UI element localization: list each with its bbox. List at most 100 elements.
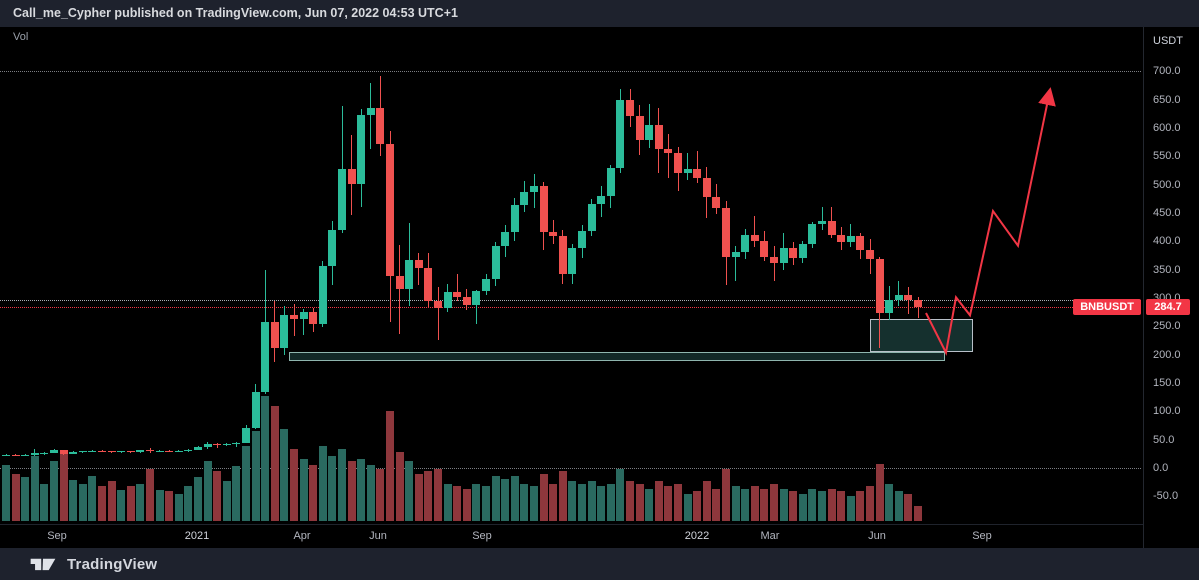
candle <box>107 450 116 452</box>
candle-wick <box>475 290 477 325</box>
candle <box>597 195 606 204</box>
candle <box>184 449 193 451</box>
volume-bar <box>11 473 20 521</box>
candle <box>789 248 798 258</box>
candle <box>645 125 654 141</box>
volume-bar <box>482 486 490 521</box>
time-tick-label: 2021 <box>184 530 210 542</box>
candle <box>414 259 423 269</box>
candle <box>203 444 212 447</box>
candle <box>78 451 87 453</box>
candle <box>798 244 807 258</box>
volume-bar <box>664 486 673 521</box>
volume-bar <box>270 406 279 521</box>
volume-bar <box>779 488 788 521</box>
candle <box>347 169 356 185</box>
volume-bar <box>98 486 106 521</box>
price-tick-label: 400.0 <box>1153 235 1181 248</box>
volume-bar <box>472 483 481 521</box>
volume-bar <box>78 483 87 521</box>
candle <box>443 292 452 308</box>
volume-bar <box>2 464 10 521</box>
publish-info-bar: Call_me_Cypher published on TradingView.… <box>0 0 1199 27</box>
time-axis[interactable]: Sep 2021 Apr Jun Sep 2022 Mar Jun Sep <box>0 524 1143 548</box>
candle <box>741 235 750 252</box>
volume-bar <box>366 464 375 521</box>
candle-wick <box>687 152 689 180</box>
tradingview-logo-icon[interactable] <box>28 553 58 575</box>
candle <box>117 451 126 453</box>
price-tick-label: 350.0 <box>1153 263 1181 276</box>
volume-bar <box>299 458 308 521</box>
publish-info-text: Call_me_Cypher published on TradingView.… <box>13 6 458 20</box>
volume-bar <box>69 479 78 521</box>
volume-bar <box>530 486 538 521</box>
candle <box>914 299 922 307</box>
chart-plot[interactable]: Vol BNBUSDT <box>0 27 1143 524</box>
candle <box>366 107 375 116</box>
candle <box>827 220 836 236</box>
candle <box>578 230 586 248</box>
candle-wick <box>370 82 372 149</box>
candle-wick <box>34 449 36 457</box>
price-tick-label: 150.0 <box>1153 376 1181 389</box>
price-tick-label: 200.0 <box>1153 348 1181 361</box>
candle <box>357 115 366 185</box>
candle <box>472 290 481 305</box>
candle <box>683 168 692 174</box>
time-tick-label: Sep <box>972 530 992 542</box>
price-tick-label: 50.0 <box>1153 433 1175 446</box>
price-tick-label: 500.0 <box>1153 178 1181 191</box>
volume-bar <box>520 483 529 521</box>
volume-bar <box>760 488 769 521</box>
volume-bar <box>722 468 730 521</box>
time-tick-label: Mar <box>760 530 780 542</box>
volume-bar <box>789 491 798 521</box>
candle <box>174 450 183 452</box>
volume-bar <box>491 476 500 521</box>
price-tick-label: 700.0 <box>1153 65 1181 78</box>
candle <box>779 248 788 264</box>
volume-bar <box>443 483 452 521</box>
volume-bar <box>846 496 855 521</box>
volume-bar <box>376 468 385 521</box>
candle <box>155 450 164 452</box>
candle <box>309 311 318 325</box>
price-tick-label: 650.0 <box>1153 93 1181 106</box>
candle <box>818 220 826 225</box>
candle <box>904 294 913 300</box>
volume-bar <box>251 431 260 521</box>
candle <box>136 450 145 453</box>
volume-bar <box>597 486 606 521</box>
candle <box>501 231 510 247</box>
candle <box>213 444 222 446</box>
candle <box>539 186 548 233</box>
volume-bar <box>136 483 145 521</box>
tradingview-brand[interactable]: TradingView <box>67 555 158 573</box>
support-zone-rect <box>289 351 945 361</box>
candle <box>434 301 442 308</box>
volume-bar <box>568 481 577 521</box>
time-tick-label: Jun <box>868 530 886 542</box>
candle-wick <box>735 245 737 281</box>
volume-bar <box>50 461 58 521</box>
candle <box>261 322 270 393</box>
volume-bar <box>856 491 865 521</box>
price-tick-label: 100.0 <box>1153 405 1181 418</box>
candle <box>654 125 663 150</box>
candle <box>626 99 634 117</box>
candle-wick <box>399 244 401 334</box>
price-axis[interactable]: USDT 284.7 700.0 650.0 600.0 550.0 500.0 450.… <box>1143 27 1199 548</box>
grid-dotted-line <box>0 71 1141 73</box>
candle-wick <box>917 296 919 318</box>
candle <box>664 149 673 154</box>
volume-bar <box>434 468 442 521</box>
candle <box>885 300 894 313</box>
volume-bar <box>501 478 510 521</box>
candle <box>242 427 250 443</box>
volume-bar <box>539 473 548 521</box>
volume-bar <box>30 456 39 521</box>
candle <box>328 230 337 266</box>
candle <box>386 143 394 277</box>
